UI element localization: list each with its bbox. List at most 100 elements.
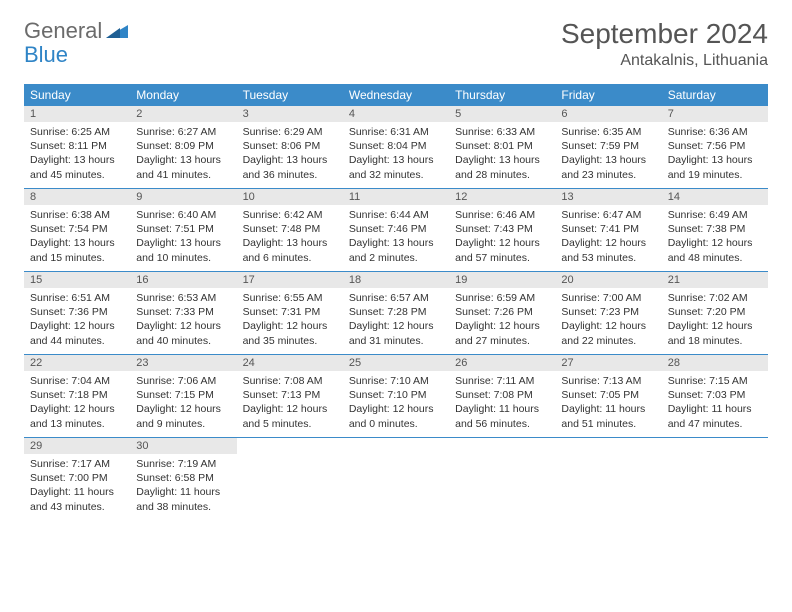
day-details: Sunrise: 6:38 AMSunset: 7:54 PMDaylight:…: [24, 205, 130, 271]
day-details: Sunrise: 6:40 AMSunset: 7:51 PMDaylight:…: [130, 205, 236, 271]
empty-cell: [449, 438, 555, 520]
sunrise-line: Sunrise: 6:40 AM: [136, 208, 230, 222]
day-details: Sunrise: 7:02 AMSunset: 7:20 PMDaylight:…: [662, 288, 768, 354]
sunrise-line: Sunrise: 7:15 AM: [668, 374, 762, 388]
sunrise-line: Sunrise: 6:25 AM: [30, 125, 124, 139]
daylight-line: Daylight: 11 hours and 56 minutes.: [455, 402, 549, 430]
day-number: 16: [130, 272, 236, 288]
month-title: September 2024: [561, 18, 768, 50]
sunrise-line: Sunrise: 6:27 AM: [136, 125, 230, 139]
day-cell: 10Sunrise: 6:42 AMSunset: 7:48 PMDayligh…: [237, 189, 343, 271]
daylight-line: Daylight: 13 hours and 19 minutes.: [668, 153, 762, 181]
day-cell: 18Sunrise: 6:57 AMSunset: 7:28 PMDayligh…: [343, 272, 449, 354]
day-details: Sunrise: 6:33 AMSunset: 8:01 PMDaylight:…: [449, 122, 555, 188]
day-number: 23: [130, 355, 236, 371]
day-number: 21: [662, 272, 768, 288]
day-details: Sunrise: 6:42 AMSunset: 7:48 PMDaylight:…: [237, 205, 343, 271]
logo-word1: General: [24, 18, 102, 44]
day-cell: 11 Sunrise: 6:44 AMSunset: 7:46 PMDayligh…: [343, 189, 449, 271]
sunrise-line: Sunrise: 6:53 AM: [136, 291, 230, 305]
day-cell: 28Sunrise: 7:15 AMSunset: 7:03 PMDayligh…: [662, 355, 768, 437]
sunset-line: Sunset: 7:23 PM: [561, 305, 655, 319]
sunset-line: Sunset: 6:58 PM: [136, 471, 230, 485]
sunrise-line: Sunrise: 7:11 AM: [455, 374, 549, 388]
sunset-line: Sunset: 7:31 PM: [243, 305, 337, 319]
day-number: 15: [24, 272, 130, 288]
empty-cell: [237, 438, 343, 520]
day-details: Sunrise: 6:36 AMSunset: 7:56 PMDaylight:…: [662, 122, 768, 188]
day-details: Sunrise: 6:51 AMSunset: 7:36 PMDaylight:…: [24, 288, 130, 354]
day-cell: 23Sunrise: 7:06 AMSunset: 7:15 PMDayligh…: [130, 355, 236, 437]
day-details: Sunrise: 6:29 AMSunset: 8:06 PMDaylight:…: [237, 122, 343, 188]
daylight-line: Daylight: 12 hours and 13 minutes.: [30, 402, 124, 430]
day-details: Sunrise: 6:25 AMSunset: 8:11 PMDaylight:…: [24, 122, 130, 188]
sunrise-line: Sunrise: 6:49 AM: [668, 208, 762, 222]
sunrise-line: Sunrise: 6:42 AM: [243, 208, 337, 222]
day-cell: 17Sunrise: 6:55 AMSunset: 7:31 PMDayligh…: [237, 272, 343, 354]
daylight-line: Daylight: 13 hours and 36 minutes.: [243, 153, 337, 181]
triangle-icon: [106, 18, 128, 44]
sunrise-line: Sunrise: 7:13 AM: [561, 374, 655, 388]
sunrise-line: Sunrise: 6:35 AM: [561, 125, 655, 139]
title-block: September 2024 Antakalnis, Lithuania: [561, 18, 768, 70]
sunrise-line: Sunrise: 6:29 AM: [243, 125, 337, 139]
sunrise-line: Sunrise: 6:57 AM: [349, 291, 443, 305]
day-details: Sunrise: 7:04 AMSunset: 7:18 PMDaylight:…: [24, 371, 130, 437]
sunset-line: Sunset: 8:11 PM: [30, 139, 124, 153]
sunrise-line: Sunrise: 6:31 AM: [349, 125, 443, 139]
day-header: Sunday: [24, 84, 130, 106]
daylight-line: Daylight: 13 hours and 28 minutes.: [455, 153, 549, 181]
day-number: 26: [449, 355, 555, 371]
day-number: 17: [237, 272, 343, 288]
day-details: Sunrise: 6:57 AMSunset: 7:28 PMDaylight:…: [343, 288, 449, 354]
day-details: Sunrise: 6:35 AMSunset: 7:59 PMDaylight:…: [555, 122, 661, 188]
daylight-line: Daylight: 13 hours and 32 minutes.: [349, 153, 443, 181]
logo: General: [24, 18, 128, 44]
day-number: 7: [662, 106, 768, 122]
day-number: 14: [662, 189, 768, 205]
sunset-line: Sunset: 7:00 PM: [30, 471, 124, 485]
sunrise-line: Sunrise: 6:44 AM: [349, 208, 443, 222]
daylight-line: Daylight: 11 hours and 47 minutes.: [668, 402, 762, 430]
day-number: 29: [24, 438, 130, 454]
day-number: 11: [343, 189, 449, 205]
day-cell: 20Sunrise: 7:00 AMSunset: 7:23 PMDayligh…: [555, 272, 661, 354]
daylight-line: Daylight: 12 hours and 27 minutes.: [455, 319, 549, 347]
empty-cell: [662, 438, 768, 520]
daylight-line: Daylight: 13 hours and 2 minutes.: [349, 236, 443, 264]
sunrise-line: Sunrise: 6:59 AM: [455, 291, 549, 305]
sunset-line: Sunset: 7:26 PM: [455, 305, 549, 319]
day-cell: 22Sunrise: 7:04 AMSunset: 7:18 PMDayligh…: [24, 355, 130, 437]
location: Antakalnis, Lithuania: [561, 52, 768, 70]
daylight-line: Daylight: 12 hours and 48 minutes.: [668, 236, 762, 264]
day-details: Sunrise: 6:59 AMSunset: 7:26 PMDaylight:…: [449, 288, 555, 354]
day-cell: 5Sunrise: 6:33 AMSunset: 8:01 PMDaylight…: [449, 106, 555, 188]
day-cell: 4Sunrise: 6:31 AMSunset: 8:04 PMDaylight…: [343, 106, 449, 188]
day-cell: 12Sunrise: 6:46 AMSunset: 7:43 PMDayligh…: [449, 189, 555, 271]
sunrise-line: Sunrise: 6:51 AM: [30, 291, 124, 305]
daylight-line: Daylight: 12 hours and 40 minutes.: [136, 319, 230, 347]
sunrise-line: Sunrise: 6:46 AM: [455, 208, 549, 222]
sunset-line: Sunset: 7:59 PM: [561, 139, 655, 153]
day-cell: 30Sunrise: 7:19 AMSunset: 6:58 PMDayligh…: [130, 438, 236, 520]
daylight-line: Daylight: 13 hours and 45 minutes.: [30, 153, 124, 181]
sunset-line: Sunset: 7:28 PM: [349, 305, 443, 319]
day-number: 22: [24, 355, 130, 371]
day-number: 19: [449, 272, 555, 288]
sunset-line: Sunset: 7:33 PM: [136, 305, 230, 319]
week-row: 15Sunrise: 6:51 AMSunset: 7:36 PMDayligh…: [24, 272, 768, 355]
week-row: 22Sunrise: 7:04 AMSunset: 7:18 PMDayligh…: [24, 355, 768, 438]
daylight-line: Daylight: 12 hours and 57 minutes.: [455, 236, 549, 264]
day-cell: 9Sunrise: 6:40 AMSunset: 7:51 PMDaylight…: [130, 189, 236, 271]
sunrise-line: Sunrise: 7:02 AM: [668, 291, 762, 305]
day-header: Friday: [555, 84, 661, 106]
day-details: Sunrise: 7:19 AMSunset: 6:58 PMDaylight:…: [130, 454, 236, 520]
day-details: Sunrise: 7:11 AMSunset: 7:08 PMDaylight:…: [449, 371, 555, 437]
day-cell: 13Sunrise: 6:47 AMSunset: 7:41 PMDayligh…: [555, 189, 661, 271]
sunset-line: Sunset: 7:46 PM: [349, 222, 443, 236]
daylight-line: Daylight: 12 hours and 5 minutes.: [243, 402, 337, 430]
day-number: 27: [555, 355, 661, 371]
day-number: 24: [237, 355, 343, 371]
weeks-container: 1Sunrise: 6:25 AMSunset: 8:11 PMDaylight…: [24, 106, 768, 520]
day-headers-row: SundayMondayTuesdayWednesdayThursdayFrid…: [24, 84, 768, 106]
